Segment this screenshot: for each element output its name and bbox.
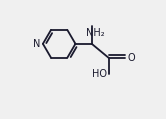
Text: NH₂: NH₂ [86, 27, 105, 37]
Text: N: N [33, 39, 41, 49]
Text: O: O [127, 53, 135, 63]
Text: HO: HO [92, 69, 107, 79]
